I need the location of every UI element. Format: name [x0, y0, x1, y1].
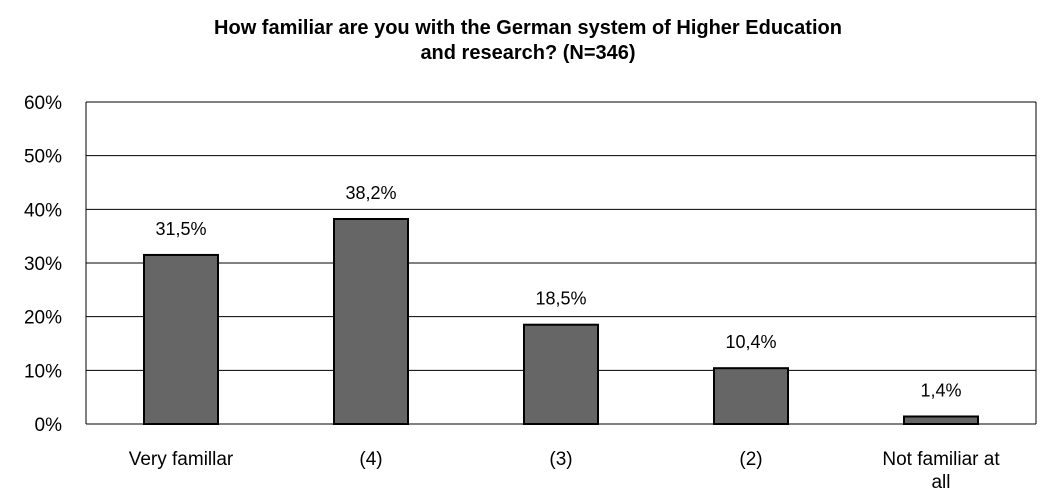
data-label: 38,2%	[345, 183, 396, 203]
category-label: Very famillar	[129, 449, 234, 470]
chart-title: How familiar are you with the German sys…	[0, 16, 1056, 66]
category-label: (4)	[359, 449, 382, 470]
y-tick-label: 20%	[24, 308, 62, 329]
y-tick-label: 0%	[35, 415, 63, 436]
category-label: (3)	[549, 449, 572, 470]
bar	[713, 367, 789, 426]
category-label: all	[931, 472, 950, 493]
bar	[903, 415, 979, 425]
chart-title-line-1: How familiar are you with the German sys…	[214, 17, 842, 39]
y-tick-label: 10%	[24, 361, 62, 382]
y-tick-label: 60%	[24, 93, 62, 114]
data-label: 18,5%	[535, 289, 586, 309]
data-label: 1,4%	[920, 380, 961, 400]
y-tick-label: 50%	[24, 147, 62, 168]
chart-title-line-2: and research? (N=346)	[420, 42, 636, 64]
bar	[333, 217, 409, 425]
category-label: Not familiar at	[882, 449, 1000, 470]
data-label: 31,5%	[155, 219, 206, 239]
y-tick-label: 30%	[24, 254, 62, 275]
y-tick-label: 40%	[24, 200, 62, 221]
category-label: (2)	[739, 449, 762, 470]
bar	[143, 253, 219, 425]
data-label: 10,4%	[725, 332, 776, 352]
bar	[523, 323, 599, 426]
